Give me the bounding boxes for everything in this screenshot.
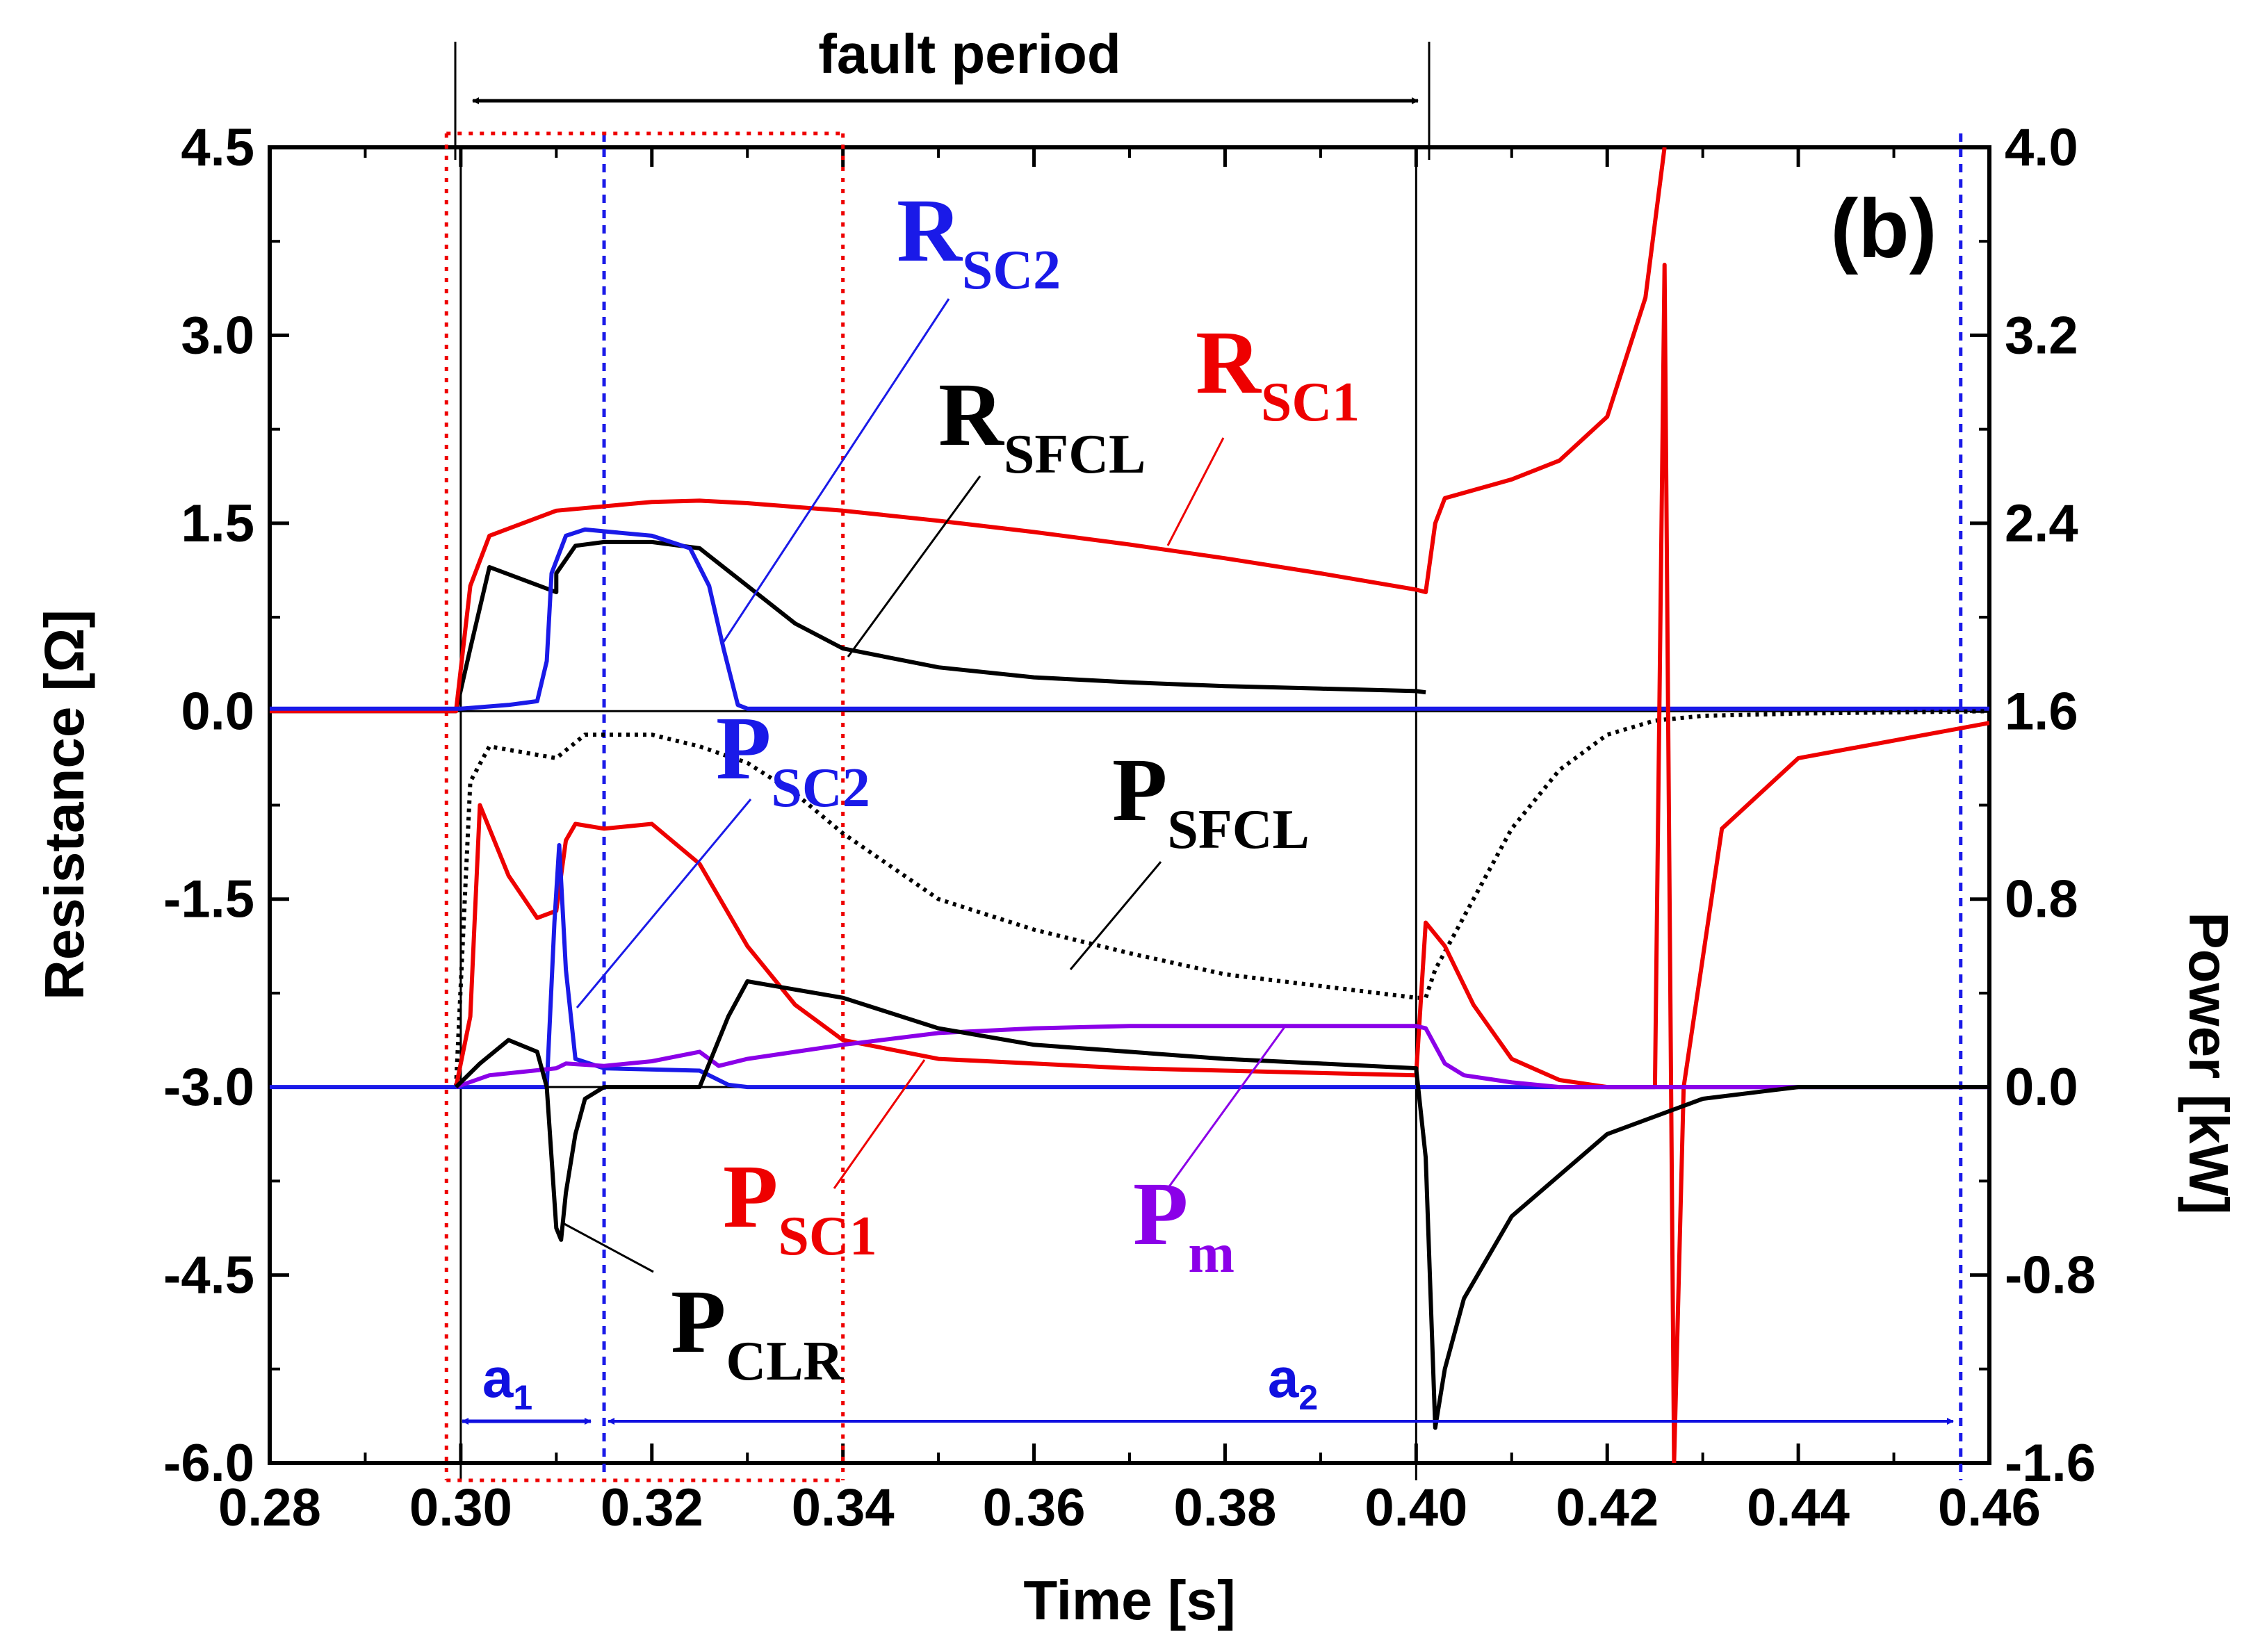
interval-a1-label: a1 bbox=[482, 1347, 532, 1417]
leader-p-clr bbox=[562, 1222, 654, 1273]
label-p-m-main: P bbox=[1133, 1164, 1188, 1264]
x-tick-label: 0.38 bbox=[1173, 1478, 1276, 1537]
x-axis-ticks: 0.28 0.30 0.32 0.34 0.36 0.38 0.40 0.42 0.44 0.46 bbox=[218, 147, 2041, 1537]
leader-r-sc2 bbox=[722, 298, 950, 644]
y-left-tick-label: 3.0 bbox=[181, 306, 254, 365]
x-tick-label: 0.46 bbox=[1938, 1478, 2041, 1537]
y-left-axis-ticks: 4.5 3.0 1.5 0.0 -1.5 -3.0 -4.5 -6.0 bbox=[163, 118, 289, 1493]
series-lines bbox=[270, 147, 1989, 1463]
y-right-tick-label: 0.0 bbox=[2005, 1058, 2078, 1117]
label-p-sc2: PSC2 bbox=[716, 698, 870, 819]
series-r-sc2 bbox=[270, 527, 1989, 711]
interval-a2: a2 bbox=[608, 1347, 1954, 1425]
fault-period-label: fault period bbox=[818, 23, 1121, 85]
x-tick-label: 0.44 bbox=[1747, 1478, 1850, 1537]
label-p-clr-main: P bbox=[671, 1272, 726, 1372]
interval-a1: a1 bbox=[462, 1347, 592, 1425]
y-right-axis-ticks: 4.0 3.2 2.4 1.6 0.8 0.0 -0.8 -1.6 bbox=[1970, 118, 2096, 1493]
series-p-sfcl bbox=[454, 709, 1989, 1088]
annotation-r-sc1: RSC1 bbox=[1166, 313, 1360, 546]
series-p-clr bbox=[454, 979, 1989, 1430]
label-r-sfcl-sub: SFCL bbox=[1004, 424, 1146, 485]
label-r-sc2: RSC2 bbox=[897, 181, 1061, 301]
label-p-clr-sub: CLR bbox=[726, 1331, 844, 1392]
x-tick-label: 0.32 bbox=[601, 1478, 703, 1537]
label-r-sc1-main: R bbox=[1196, 313, 1262, 413]
x-tick-label: 0.28 bbox=[218, 1478, 321, 1537]
annotation-p-sc2: PSC2 bbox=[576, 698, 870, 1008]
label-p-sc1-main: P bbox=[723, 1147, 778, 1247]
leader-p-m bbox=[1166, 1024, 1287, 1189]
leader-r-sc1 bbox=[1166, 437, 1225, 546]
y-left-tick-label: 1.5 bbox=[181, 494, 254, 553]
y-left-tick-label: -1.5 bbox=[163, 870, 254, 929]
leader-p-sfcl bbox=[1069, 861, 1162, 970]
y-right-axis-title: Power [kW] bbox=[2178, 912, 2240, 1215]
y-right-tick-label: -1.6 bbox=[2005, 1434, 2096, 1493]
annotation-p-m: Pm bbox=[1133, 1024, 1287, 1284]
x-tick-label: 0.34 bbox=[792, 1478, 895, 1537]
y-left-axis-title: Resistance [Ω] bbox=[33, 610, 95, 1000]
x-tick-label: 0.30 bbox=[409, 1478, 512, 1537]
annotation-p-clr: PCLR bbox=[562, 1222, 845, 1392]
x-tick-label: 0.36 bbox=[983, 1478, 1086, 1537]
interval-a2-main: a bbox=[1268, 1347, 1299, 1409]
x-tick-label: 0.42 bbox=[1556, 1478, 1659, 1537]
interval-a2-sub: 2 bbox=[1298, 1378, 1318, 1417]
label-p-m-sub: m bbox=[1188, 1223, 1234, 1284]
annotation-r-sc2: RSC2 bbox=[722, 181, 1061, 644]
series-r-sc1 bbox=[270, 147, 1667, 714]
vertical-markers bbox=[444, 131, 1963, 1482]
label-r-sfcl-main: R bbox=[938, 365, 1005, 465]
label-r-sc1-sub: SC1 bbox=[1261, 372, 1360, 433]
annotation-r-sfcl: RSFCL bbox=[847, 365, 1146, 657]
label-p-sfcl-sub: SFCL bbox=[1167, 799, 1310, 860]
label-r-sfcl: RSFCL bbox=[938, 365, 1146, 485]
series-r-sfcl bbox=[270, 539, 1426, 714]
y-left-tick-label: 0.0 bbox=[181, 682, 254, 741]
panel-label: (b) bbox=[1830, 182, 1937, 275]
y-right-tick-label: 0.8 bbox=[2005, 870, 2078, 929]
y-right-tick-label: 3.2 bbox=[2005, 306, 2078, 365]
label-p-sc1: PSC1 bbox=[723, 1147, 877, 1267]
x-tick-label: 0.40 bbox=[1364, 1478, 1467, 1537]
interval-a1-main: a bbox=[482, 1347, 514, 1409]
y-left-tick-label: -6.0 bbox=[163, 1434, 254, 1493]
y-right-tick-label: 2.4 bbox=[2005, 494, 2078, 553]
y-left-tick-label: 4.5 bbox=[181, 118, 254, 177]
label-p-sc1-sub: SC1 bbox=[778, 1206, 877, 1267]
leader-p-sc2 bbox=[576, 799, 752, 1008]
interval-a1-sub: 1 bbox=[513, 1378, 532, 1417]
leader-r-sfcl bbox=[847, 475, 981, 657]
y-right-tick-label: -0.8 bbox=[2005, 1246, 2096, 1305]
label-p-m: Pm bbox=[1133, 1164, 1234, 1284]
label-p-sc2-main: P bbox=[716, 698, 771, 799]
y-left-tick-label: -3.0 bbox=[163, 1058, 254, 1117]
series-p-m bbox=[455, 1024, 1989, 1090]
label-r-sc2-main: R bbox=[897, 181, 963, 281]
y-right-tick-label: 1.6 bbox=[2005, 682, 2078, 741]
y-left-tick-label: -4.5 bbox=[163, 1246, 254, 1305]
label-r-sc2-sub: SC2 bbox=[962, 240, 1061, 301]
interval-a2-label: a2 bbox=[1268, 1347, 1318, 1417]
fault-period-annotation: fault period bbox=[454, 23, 1431, 160]
x-axis-title: Time [s] bbox=[1023, 1569, 1235, 1631]
label-p-sfcl: PSFCL bbox=[1112, 740, 1310, 860]
label-p-clr: PCLR bbox=[671, 1272, 845, 1392]
y-right-tick-label: 4.0 bbox=[2005, 118, 2078, 177]
label-p-sfcl-main: P bbox=[1112, 740, 1167, 840]
annotation-p-sfcl: PSFCL bbox=[1069, 740, 1310, 970]
leader-p-sc1 bbox=[833, 1059, 926, 1189]
label-r-sc1: RSC1 bbox=[1196, 313, 1360, 433]
annotation-p-sc1: PSC1 bbox=[723, 1059, 926, 1267]
label-p-sc2-sub: SC2 bbox=[771, 758, 870, 819]
